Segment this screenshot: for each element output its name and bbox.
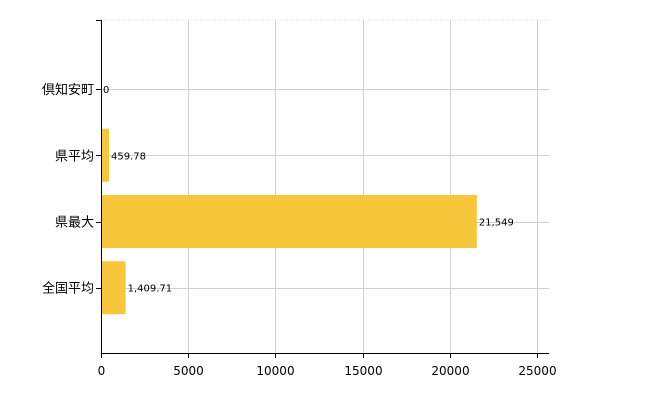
category-label: 全国平均 bbox=[42, 281, 94, 297]
category-label: 県最大 bbox=[55, 216, 94, 231]
bar-layer bbox=[101, 128, 477, 315]
bar bbox=[101, 128, 110, 182]
axis-layer bbox=[96, 20, 549, 358]
data-label: 21,549 bbox=[479, 218, 514, 229]
x-tick-label: 5000 bbox=[173, 364, 204, 378]
bar bbox=[101, 261, 126, 315]
grid-layer bbox=[101, 19, 549, 353]
data-label: 459.78 bbox=[111, 151, 146, 162]
category-label: 倶知安町 bbox=[42, 82, 94, 98]
x-tick-label: 20000 bbox=[431, 364, 469, 378]
x-tick-label: 10000 bbox=[256, 364, 294, 378]
data-label: 1,409.71 bbox=[128, 284, 173, 295]
x-tick-label: 15000 bbox=[344, 364, 382, 378]
bar bbox=[101, 195, 477, 248]
category-label: 県平均 bbox=[55, 149, 94, 164]
x-tick-label: 0 bbox=[98, 364, 106, 378]
x-tick-label: 25000 bbox=[518, 364, 556, 378]
data-label: 0 bbox=[103, 85, 109, 96]
